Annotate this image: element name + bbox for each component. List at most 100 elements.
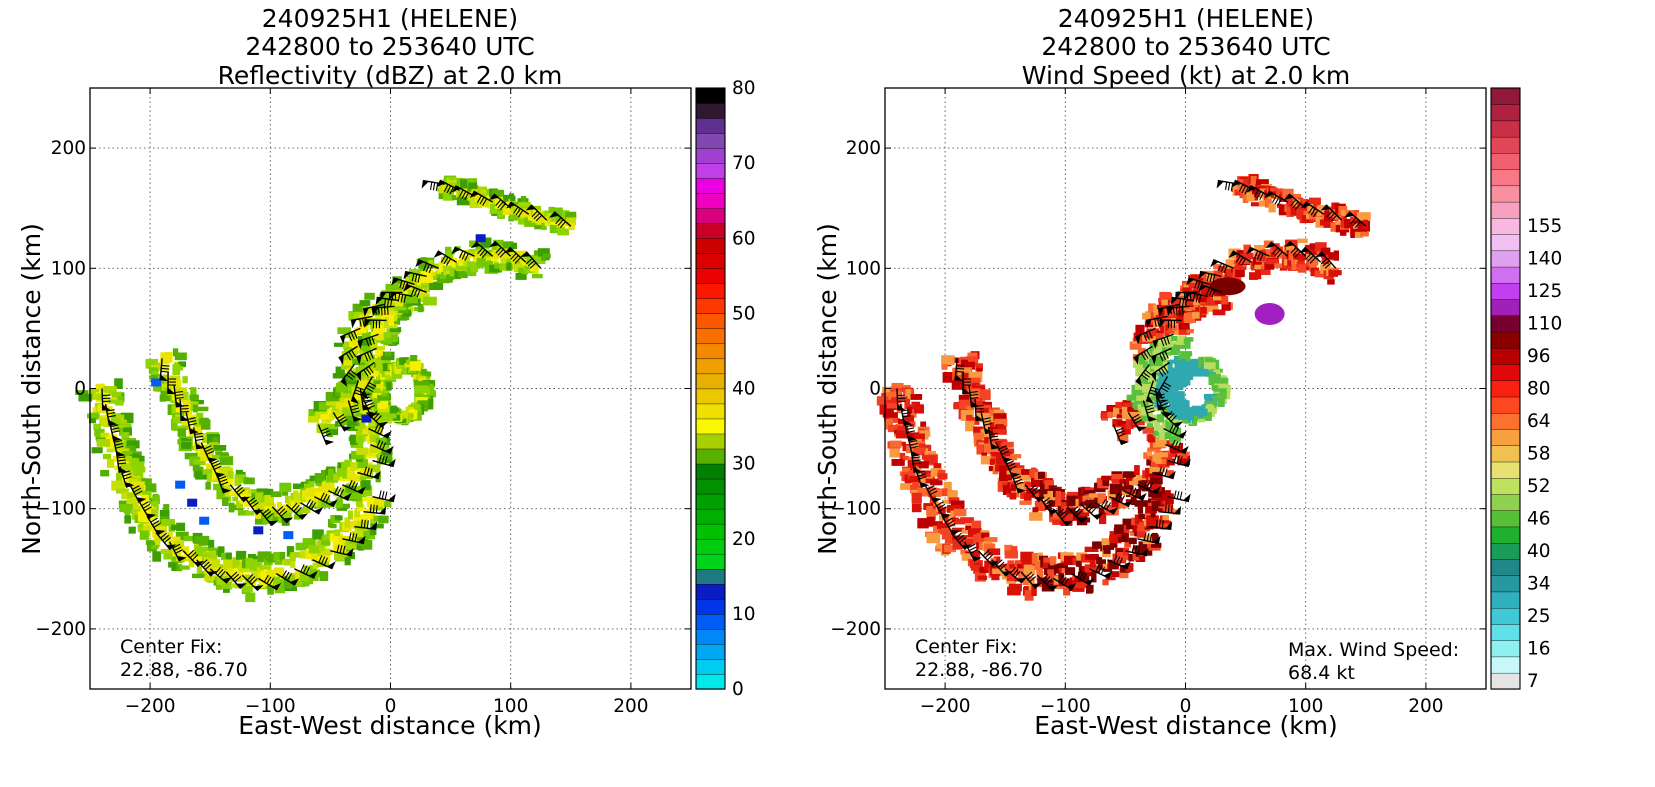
wind-field-cell: [1254, 268, 1262, 280]
reflectivity-field-cell: [335, 409, 348, 420]
max-wind-speed-value: 68.4 kt: [1288, 662, 1355, 684]
reflectivity-wind-barb-feather: [510, 253, 517, 260]
reflectivity-wind-barb-feather: [175, 549, 183, 554]
reflectivity-wind-barb-feather: [529, 262, 537, 269]
wind-wind-barb-pennant: [1135, 334, 1141, 345]
wind-field-cell: [1192, 283, 1207, 291]
wind-field-cell: [1362, 219, 1369, 230]
wind-field-cell: [1117, 420, 1131, 426]
wind-x-tick-label: 0: [1180, 696, 1192, 717]
wind-wind-barb-feather: [1352, 219, 1359, 227]
wind-wind-barb-feather: [955, 370, 964, 373]
wind-field-cell: [1213, 385, 1219, 396]
reflectivity-wind-barb-feather: [218, 475, 227, 480]
reflectivity-field-cell: [95, 383, 105, 392]
reflectivity-field-cell: [370, 403, 377, 412]
wind-field-cell: [1129, 530, 1138, 536]
reflectivity-field-cell: [111, 480, 126, 491]
wind-wind-barb-feather: [939, 506, 947, 512]
reflectivity-field-cell: [431, 271, 439, 279]
wind-field-cell: [1161, 334, 1171, 344]
reflectivity-field-cell: [132, 461, 145, 471]
reflectivity-wind-barb-feather: [338, 416, 346, 422]
wind-wind-barb-pennant: [1151, 354, 1157, 365]
wind-colorbar-segment: [1490, 120, 1521, 138]
reflectivity-wind-barb-shaft: [285, 504, 304, 520]
wind-field-cell: [942, 499, 950, 504]
reflectivity-wind-barb: [328, 486, 352, 501]
wind-wind-barb-feather: [1294, 251, 1301, 258]
wind-field-cell: [1242, 178, 1256, 190]
wind-field-cell: [1298, 197, 1304, 204]
wind-field-cell: [1158, 504, 1171, 509]
reflectivity-x-tick-label: 100: [493, 696, 528, 717]
reflectivity-wind-barb-feather: [160, 370, 169, 373]
wind-field-cell: [1177, 291, 1185, 297]
reflectivity-field-cell: [534, 225, 544, 230]
reflectivity-wind-barb-shaft: [328, 490, 349, 501]
wind-field-cell: [1137, 404, 1146, 411]
reflectivity-field-cell: [234, 568, 244, 579]
reflectivity-field-cell: [208, 539, 215, 549]
reflectivity-field-cell: [355, 434, 365, 443]
wind-field-cell: [1167, 325, 1175, 334]
wind-wind-barb-pennant: [1103, 570, 1113, 579]
wind-field-cell: [1161, 458, 1171, 465]
wind-field-cell: [1284, 259, 1290, 266]
wind-wind-barb-feather: [1168, 413, 1175, 420]
wind-field-cell: [1148, 303, 1156, 313]
wind-wind-barb-pennant: [1156, 390, 1164, 400]
reflectivity-field-cell: [245, 510, 255, 516]
wind-field-cell: [999, 474, 1013, 486]
reflectivity-field-cell: [314, 473, 327, 484]
reflectivity-wind-barb-feather: [203, 445, 212, 450]
wind-wind-barb-feather: [1157, 399, 1166, 402]
reflectivity-wind-barb: [549, 211, 572, 228]
wind-field-cell: [1169, 380, 1181, 385]
reflectivity-wind-barb-feather: [353, 482, 359, 491]
reflectivity-wind-barb-pennant: [283, 517, 294, 523]
wind-wind-barb-feather: [912, 456, 921, 459]
reflectivity-wind-barb: [243, 496, 264, 516]
wind-field-cell: [1072, 557, 1078, 566]
reflectivity-wind-barb: [332, 412, 352, 432]
reflectivity-field-cell: [140, 505, 154, 512]
reflectivity-field-cell: [196, 565, 203, 574]
wind-wind-barb-feather: [1244, 186, 1249, 195]
wind-colorbar-segment: [1490, 363, 1521, 381]
wind-colorbar: [1490, 87, 1521, 690]
wind-field-cell: [1003, 441, 1014, 448]
reflectivity-colorbar-segment: [695, 313, 726, 330]
reflectivity-field-cell: [421, 257, 435, 268]
wind-wind-barb-feather: [1033, 489, 1040, 496]
wind-field-cell: [916, 440, 926, 446]
wind-field-cell: [941, 364, 948, 370]
reflectivity-field-cell: [354, 389, 360, 400]
wind-field-cell: [1272, 243, 1280, 254]
reflectivity-field-cell: [172, 416, 183, 423]
reflectivity-wind-barb-pennant: [364, 320, 371, 329]
reflectivity-field-cell: [312, 529, 324, 539]
reflectivity-field-cell: [172, 391, 183, 401]
wind-wind-barb-feather: [959, 537, 966, 544]
wind-field-cell: [1160, 325, 1169, 332]
wind-wind-barb-feather: [1118, 557, 1124, 566]
reflectivity-wind-barb-shaft: [119, 466, 128, 488]
reflectivity-field-cell: [445, 250, 455, 255]
wind-wind-barb-feather: [1113, 555, 1118, 563]
wind-field-cell: [965, 523, 977, 528]
wind-field-cell: [1171, 335, 1181, 342]
reflectivity-field-cell: [381, 290, 396, 300]
wind-wind-barb-feather: [1100, 499, 1106, 507]
wind-wind-barb: [1152, 466, 1176, 480]
wind-field-cell: [1329, 270, 1342, 276]
wind-wind-barb-shaft: [1038, 496, 1053, 516]
wind-field-cell: [1208, 374, 1221, 385]
reflectivity-wind-barb-feather: [397, 293, 401, 302]
wind-field-cell: [973, 564, 981, 574]
wind-wind-barb-feather: [983, 422, 992, 426]
reflectivity-field-cell: [140, 494, 149, 506]
wind-field-cell: [1126, 523, 1136, 530]
reflectivity-wind-barb-shaft: [243, 496, 258, 516]
